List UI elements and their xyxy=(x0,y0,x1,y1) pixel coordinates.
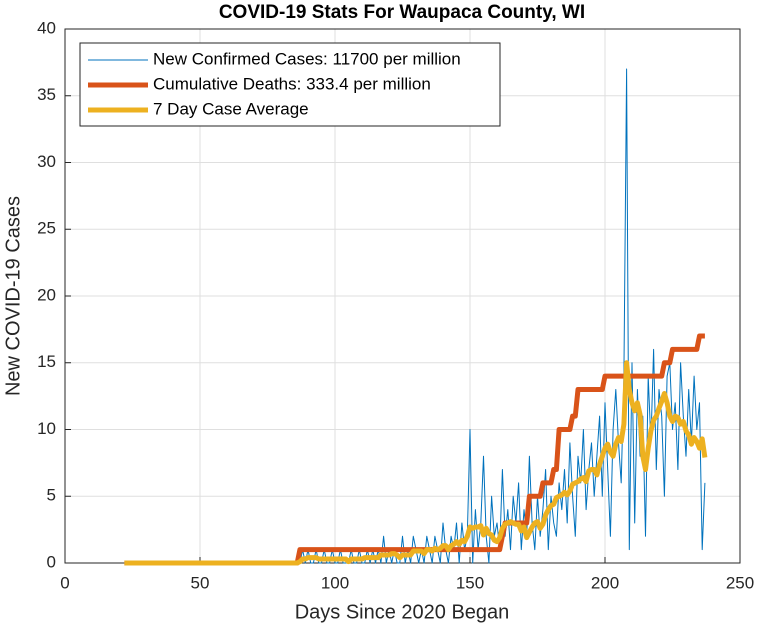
legend-label: New Confirmed Cases: 11700 per million xyxy=(153,49,461,68)
x-tick-label: 50 xyxy=(191,573,210,592)
y-tick-label: 30 xyxy=(37,152,56,171)
chart-title: COVID-19 Stats For Waupaca County, WI xyxy=(219,2,585,23)
data-line xyxy=(124,360,708,566)
y-tick-label: 35 xyxy=(37,85,56,104)
legend-label: Cumulative Deaths: 333.4 per million xyxy=(153,74,431,93)
axes-box xyxy=(64,28,741,564)
y-tick-label: 15 xyxy=(37,352,56,371)
x-tick-label: 200 xyxy=(591,573,619,592)
y-tick-label: 5 xyxy=(47,486,56,505)
x-tick-label: 0 xyxy=(60,573,69,592)
y-axis-label: New COVID-19 Cases xyxy=(2,196,24,396)
x-tick-label: 250 xyxy=(726,573,754,592)
x-tick-label: 150 xyxy=(456,573,484,592)
legend-box xyxy=(79,42,501,127)
legend-label: 7 Day Case Average xyxy=(153,99,309,118)
y-tick-label: 40 xyxy=(37,18,56,37)
x-tick-label: 100 xyxy=(321,573,349,592)
y-tick-label: 10 xyxy=(37,419,56,438)
y-tick-label: 20 xyxy=(37,285,56,304)
x-axis-label: Days Since 2020 Began xyxy=(295,601,510,623)
y-tick-label: 25 xyxy=(37,219,56,238)
y-tick-label: 0 xyxy=(47,552,56,571)
